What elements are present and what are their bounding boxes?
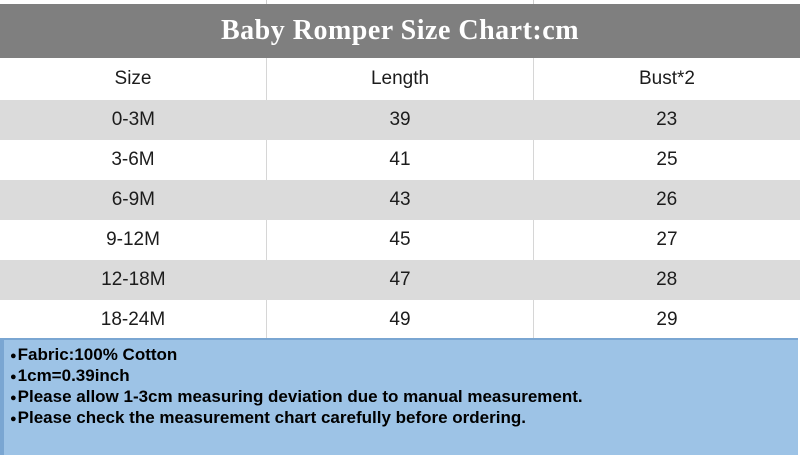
column-header-size: Size [0, 58, 267, 100]
table-row: 9-12M 45 27 [0, 220, 800, 260]
table-row: 12-18M 47 28 [0, 260, 800, 300]
length-cell: 49 [267, 300, 534, 340]
bullet-icon: ● [10, 350, 17, 362]
size-cell: 3-6M [0, 140, 267, 180]
note-text: 1cm=0.39inch [17, 366, 130, 385]
length-cell: 39 [266, 100, 534, 140]
notes-panel: ●Fabric:100% Cotton ●1cm=0.39inch ●Pleas… [0, 338, 798, 455]
bust-cell: 27 [534, 220, 800, 260]
bust-cell: 29 [534, 300, 800, 340]
column-header-bust: Bust*2 [534, 58, 800, 100]
column-header-length: Length [267, 58, 534, 100]
bust-cell: 28 [533, 260, 800, 300]
bust-cell: 25 [534, 140, 800, 180]
note-conversion: ●1cm=0.39inch [10, 366, 792, 387]
length-cell: 43 [266, 180, 534, 220]
table-body: 0-3M 39 23 3-6M 41 25 6-9M 43 26 9-12M 4… [0, 100, 800, 340]
grid-tick [266, 0, 267, 4]
bullet-icon: ● [10, 392, 17, 404]
note-text: Fabric:100% Cotton [17, 345, 178, 364]
size-cell: 9-12M [0, 220, 267, 260]
size-cell: 6-9M [0, 180, 267, 220]
table-header-row: Size Length Bust*2 [0, 58, 800, 100]
size-cell: 12-18M [0, 260, 267, 300]
size-cell: 0-3M [0, 100, 267, 140]
chart-title: Baby Romper Size Chart:cm [0, 4, 800, 58]
length-cell: 47 [266, 260, 534, 300]
table-row: 18-24M 49 29 [0, 300, 800, 340]
table-row: 6-9M 43 26 [0, 180, 800, 220]
size-chart-table: Size Length Bust*2 0-3M 39 23 3-6M 41 25… [0, 58, 800, 340]
note-text: Please allow 1-3cm measuring deviation d… [17, 387, 583, 406]
table-row: 3-6M 41 25 [0, 140, 800, 180]
bust-cell: 26 [533, 180, 800, 220]
length-cell: 45 [267, 220, 534, 260]
grid-tick [533, 0, 534, 4]
top-margin-strip [0, 0, 800, 4]
length-cell: 41 [267, 140, 534, 180]
note-deviation: ●Please allow 1-3cm measuring deviation … [10, 387, 792, 408]
size-cell: 18-24M [0, 300, 267, 340]
table-row: 0-3M 39 23 [0, 100, 800, 140]
bullet-icon: ● [10, 371, 17, 383]
note-fabric: ●Fabric:100% Cotton [10, 345, 792, 366]
bullet-icon: ● [10, 413, 17, 425]
note-check-chart: ●Please check the measurement chart care… [10, 408, 792, 429]
note-text: Please check the measurement chart caref… [17, 408, 526, 427]
bust-cell: 23 [533, 100, 800, 140]
